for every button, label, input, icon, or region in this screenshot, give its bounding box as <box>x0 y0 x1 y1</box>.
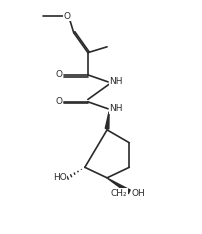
Polygon shape <box>105 112 109 129</box>
Text: CH₂: CH₂ <box>111 189 127 197</box>
Text: O: O <box>56 97 63 106</box>
Polygon shape <box>107 178 130 194</box>
Text: O: O <box>63 12 70 21</box>
Text: OH: OH <box>132 189 145 197</box>
Text: O: O <box>56 70 63 79</box>
Text: NH: NH <box>109 77 123 86</box>
Text: HO: HO <box>53 173 67 182</box>
Text: NH: NH <box>109 104 123 113</box>
